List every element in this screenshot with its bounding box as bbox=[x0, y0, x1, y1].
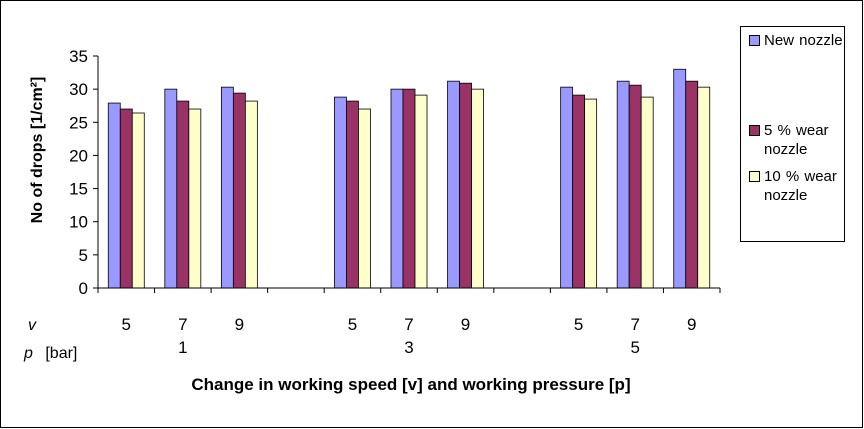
v-tick-label: 9 bbox=[461, 315, 470, 334]
y-axis-label: No of drops [1/cm²] bbox=[29, 77, 46, 224]
y-tick-label: 35 bbox=[69, 47, 88, 66]
v-tick-label: 7 bbox=[178, 315, 187, 334]
v-tick-label: 5 bbox=[348, 315, 357, 334]
bar-5-wear-nozzle bbox=[232, 92, 246, 289]
y-axis: 0 5 10 15 20 25 30 35 bbox=[69, 47, 99, 298]
legend-label-new-nozzle: New nozzle bbox=[764, 32, 843, 49]
bar-5-wear-nozzle bbox=[402, 88, 416, 289]
bar-new-nozzle bbox=[447, 80, 460, 289]
bar-new-nozzle bbox=[107, 102, 121, 289]
bar-new-nozzle bbox=[220, 86, 234, 289]
bar-5-wear-nozzle bbox=[119, 108, 133, 289]
y-tick-label: 25 bbox=[69, 113, 88, 132]
p-row-unit: [bar] bbox=[45, 345, 77, 362]
bar-10-wear-nozzle bbox=[697, 86, 711, 289]
legend-swatch-new-nozzle bbox=[749, 35, 760, 46]
p-tick-label: 5 bbox=[630, 338, 639, 357]
bar-10-wear-nozzle bbox=[244, 100, 258, 289]
v-tick-label: 5 bbox=[122, 315, 131, 334]
v-row-label: v bbox=[28, 317, 37, 334]
y-tick-label: 15 bbox=[69, 180, 88, 199]
bar-5-wear-nozzle bbox=[176, 100, 190, 289]
bar-new-nozzle bbox=[616, 80, 630, 289]
bar-5-wear-nozzle bbox=[685, 80, 699, 289]
bar-new-nozzle bbox=[673, 68, 687, 289]
legend-label-5-wear-nozzle: 5 % wear nozzle bbox=[764, 122, 829, 158]
y-tick-label: 30 bbox=[69, 80, 88, 99]
bar-new-nozzle bbox=[334, 96, 347, 289]
legend-label-10-wear-nozzle: 10 % wear nozzle bbox=[764, 168, 837, 204]
bar-new-nozzle bbox=[390, 88, 404, 289]
bar-10-wear-nozzle bbox=[471, 88, 484, 289]
bar-5-wear-nozzle bbox=[628, 84, 642, 289]
v-tick-label: 7 bbox=[404, 315, 413, 334]
legend: New nozzle 5 % wear nozzle 10 % wear noz… bbox=[740, 26, 845, 242]
bars bbox=[107, 68, 711, 289]
bar-10-wear-nozzle bbox=[584, 98, 598, 289]
bar-5-wear-nozzle bbox=[572, 94, 586, 289]
bar-10-wear-nozzle bbox=[414, 94, 428, 289]
x-axis-label: Change in working speed [v] and working … bbox=[191, 375, 630, 394]
p-row-label: p [bar] bbox=[23, 345, 77, 362]
p-row-symbol: p bbox=[23, 345, 33, 362]
bar-5-wear-nozzle bbox=[346, 100, 359, 289]
bar-10-wear-nozzle bbox=[640, 96, 654, 289]
v-tick-label: 5 bbox=[574, 315, 583, 334]
p-tick-label: 1 bbox=[178, 338, 187, 357]
bar-new-nozzle bbox=[164, 88, 178, 289]
legend-swatch-10-wear-nozzle bbox=[749, 171, 760, 182]
y-tick-label: 20 bbox=[69, 146, 88, 165]
bar-5-wear-nozzle bbox=[459, 82, 472, 289]
v-tick-label: 9 bbox=[687, 315, 696, 334]
y-axis-label-main: No of drops [1/cm²] bbox=[29, 77, 46, 224]
bar-new-nozzle bbox=[560, 86, 574, 289]
v-tick-label: 7 bbox=[630, 315, 639, 334]
x-axis: 5 7 9 1 5 7 9 3 5 7 9 5 bbox=[97, 287, 721, 357]
bar-10-wear-nozzle bbox=[358, 108, 371, 289]
legend-swatch-5-wear-nozzle bbox=[749, 125, 760, 136]
v-tick-label: 9 bbox=[235, 315, 244, 334]
y-tick-label: 0 bbox=[79, 279, 88, 298]
y-tick-label: 10 bbox=[69, 213, 88, 232]
y-tick-label: 5 bbox=[79, 246, 88, 265]
bar-10-wear-nozzle bbox=[131, 112, 145, 289]
bar-10-wear-nozzle bbox=[188, 108, 202, 289]
p-tick-label: 3 bbox=[404, 338, 413, 357]
